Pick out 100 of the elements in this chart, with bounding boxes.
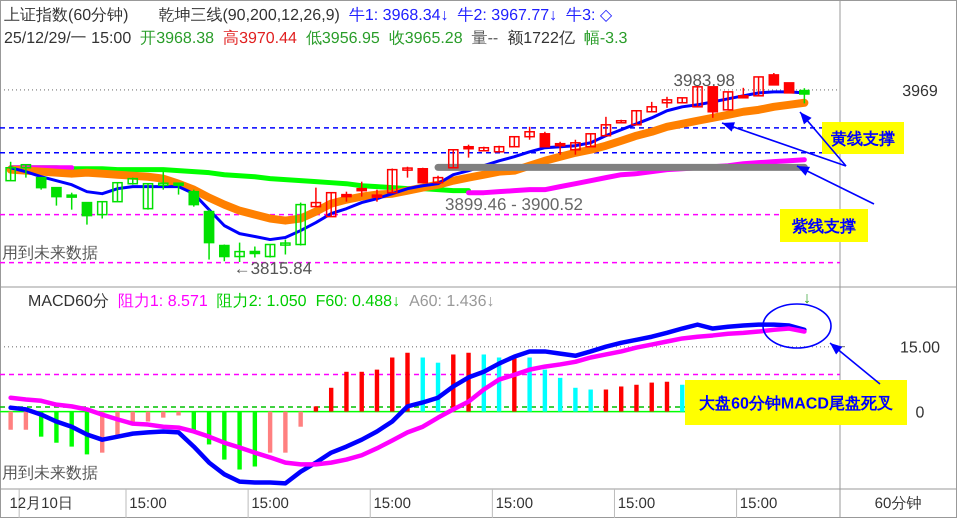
bar [344, 372, 349, 412]
candlestick [738, 87, 749, 99]
bar [298, 412, 303, 427]
text: 开3968.38 [140, 30, 214, 47]
text: 牛2: 3967.77↓ [458, 6, 558, 24]
x-tick-label: 15:00 [496, 495, 534, 512]
bar [283, 412, 288, 453]
candlestick [386, 168, 398, 194]
text: 高3970.44 [223, 29, 297, 47]
bar [24, 412, 28, 430]
bar [146, 412, 150, 422]
text: 额1722亿 [507, 29, 575, 47]
x-tick-label: 15:00 [618, 495, 656, 512]
candlestick [692, 86, 703, 108]
annotation: A60: 1.436↓ [409, 293, 494, 310]
candlestick [646, 101, 658, 113]
annotation: 用到未来数据 [2, 244, 98, 262]
candlestick [753, 76, 764, 97]
annotation: F60: 0.488↓ [316, 293, 400, 310]
bar [268, 412, 272, 453]
candlestick [234, 242, 245, 263]
bar [604, 390, 608, 412]
bar [176, 412, 181, 416]
candlestick [341, 190, 352, 202]
candlestick [554, 141, 566, 156]
candlestick [5, 161, 16, 182]
candlestick [326, 192, 337, 218]
candlestick [112, 182, 123, 202]
candlestick [250, 246, 260, 258]
bar [650, 382, 654, 412]
candlestick [402, 166, 413, 178]
candlestick [570, 138, 581, 156]
candlestick [722, 91, 734, 111]
candlestick [524, 126, 535, 140]
text: 3969 [902, 83, 938, 100]
candlestick [295, 202, 306, 246]
text: 幅-3.3 [584, 30, 628, 47]
bar [527, 358, 532, 412]
bar [328, 388, 334, 412]
candlestick [142, 182, 154, 210]
bar [8, 412, 13, 430]
candlestick [372, 188, 382, 202]
candlestick [96, 200, 108, 220]
annotation: 用到未来数据 [2, 464, 98, 482]
y-tick-label: 0 [916, 404, 925, 422]
candlestick [219, 244, 230, 262]
candlestick [158, 170, 169, 190]
bar [314, 406, 318, 412]
y-tick-label: 15.00 [900, 340, 940, 357]
candlestick [36, 176, 46, 190]
bar [374, 370, 380, 412]
annotation: 阻力2: 1.050 [216, 292, 307, 310]
text: 牛1: 3968.34↓ [348, 6, 448, 24]
bar [619, 386, 624, 412]
candlestick [264, 244, 276, 258]
candlestick [310, 186, 322, 208]
chart-title: 上证指数(60分钟) [4, 6, 128, 24]
bar [634, 384, 639, 412]
text: 量-- [472, 30, 498, 47]
bar [390, 358, 394, 412]
candlestick [417, 166, 428, 184]
annotation: 阻力1: 8.571 [118, 292, 208, 310]
bar [680, 384, 684, 412]
candlestick [662, 96, 672, 109]
candlestick [509, 136, 520, 148]
text: 乾坤三线(90,200,12,26,9) [158, 6, 340, 24]
bar [664, 382, 670, 412]
bar [573, 388, 578, 412]
candlestick [631, 110, 642, 126]
candlestick [356, 180, 368, 198]
text: 收3965.28 [388, 30, 463, 47]
bar [542, 370, 548, 412]
x-tick-label: 15:00 [251, 495, 289, 512]
bar [588, 390, 593, 412]
x-tick-label: 15:00 [740, 495, 778, 512]
bar [161, 412, 166, 418]
annotation: 3983.98 [674, 71, 735, 90]
annotation: 大盘60分钟MACD尾盘死叉 [699, 394, 893, 412]
x-tick-label: 15:00 [129, 495, 167, 512]
candlestick [20, 164, 32, 178]
x-tick-label: 15:00 [373, 495, 412, 512]
candlestick [540, 131, 550, 148]
candlestick [768, 72, 780, 86]
candlestick [173, 182, 184, 196]
bar [558, 378, 562, 412]
candlestick [66, 192, 78, 210]
candlestick [799, 87, 810, 104]
text: 60分钟 [874, 495, 922, 512]
chart-title: MACD60分 [28, 293, 109, 310]
candlestick [82, 202, 92, 226]
annotation: ↓ [803, 290, 811, 307]
candlestick [463, 144, 474, 158]
candlestick [585, 133, 596, 148]
bar [360, 372, 364, 412]
candlestick [51, 186, 62, 206]
text: 黄线支撑 [830, 130, 895, 148]
candlestick [448, 149, 459, 168]
text: 25/12/29/一 15:00 [4, 30, 132, 47]
text: 牛3: ◇ [566, 6, 613, 24]
bar [420, 358, 425, 412]
